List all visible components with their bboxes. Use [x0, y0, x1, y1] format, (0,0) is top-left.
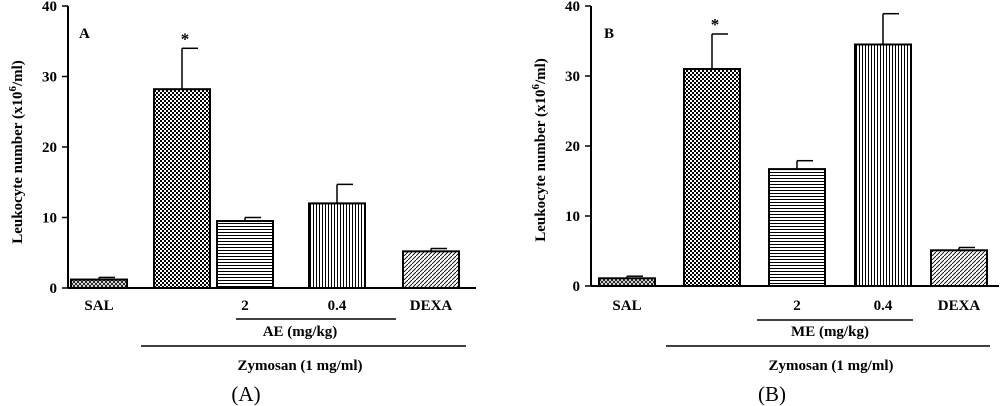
treatment-group-label: AE (mg/kg) [263, 324, 338, 340]
category-label: 2 [793, 298, 801, 314]
figure-caption: (A) [231, 382, 260, 406]
bar [854, 43, 912, 287]
bar [216, 220, 274, 289]
panel-a: 0 10 20 30 40 Leukocyte number (x106/ml)… [7, 0, 476, 406]
bar [683, 68, 741, 287]
panel-b: 0 10 20 30 40 Leukocyte number (x106/ml)… [530, 0, 999, 406]
y-tick-label: 40 [42, 0, 57, 15]
category-label: DEXA [410, 298, 453, 314]
y-tick-label: 40 [565, 0, 580, 15]
y-tick-label: 0 [573, 279, 581, 295]
y-tick-label: 20 [42, 140, 57, 156]
category-label: 0.4 [328, 298, 347, 314]
y-axis-label: Leukocyte number (x106/ml) [7, 60, 26, 244]
treatment-group-label: ME (mg/kg) [791, 324, 869, 340]
y-tick-label: 10 [42, 211, 57, 227]
bar [308, 202, 366, 289]
category-label: SAL [84, 298, 113, 314]
y-tick-label: 0 [50, 281, 58, 297]
stimulus-group-label: Zymosan (1 mg/ml) [238, 358, 363, 374]
bar [402, 250, 460, 289]
bar [598, 277, 656, 287]
panel-label: A [79, 26, 90, 42]
stimulus-group-label: Zymosan (1 mg/ml) [769, 358, 894, 374]
category-label: DEXA [938, 298, 981, 314]
category-label: 2 [241, 298, 249, 314]
category-label: SAL [612, 298, 641, 314]
figure-caption: (B) [758, 382, 786, 406]
y-tick-label: 30 [565, 69, 580, 85]
bar [70, 278, 128, 290]
y-tick-label: 30 [42, 70, 57, 86]
bar [768, 168, 826, 288]
category-label: 0.4 [874, 298, 893, 314]
bar [930, 249, 988, 288]
significance-marker: * [711, 15, 720, 34]
y-tick-label: 20 [565, 139, 580, 155]
y-tick-label: 10 [565, 209, 580, 225]
panel-label: B [604, 26, 614, 42]
significance-marker: * [181, 29, 190, 48]
bar [153, 88, 211, 289]
y-axis-label: Leukocyte number (x106/ml) [530, 58, 549, 242]
